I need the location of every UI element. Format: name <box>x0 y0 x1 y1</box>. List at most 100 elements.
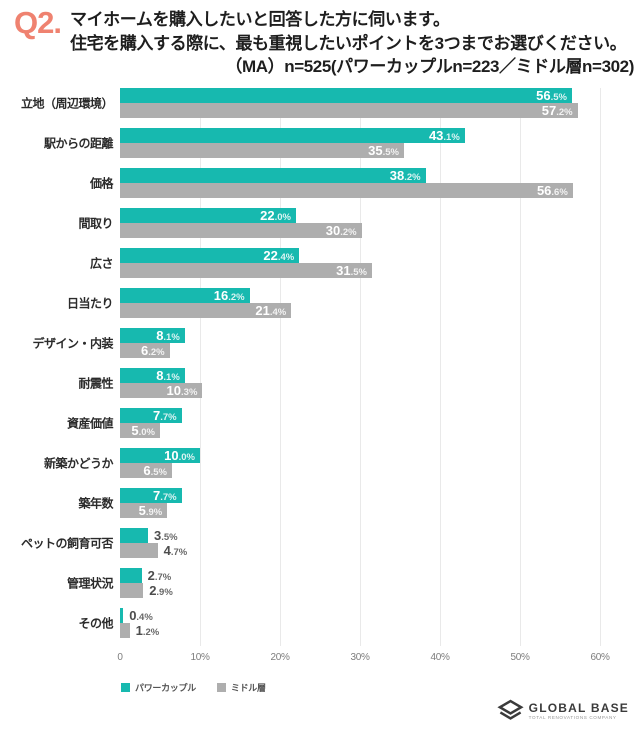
bar-track: 21.4% <box>120 303 600 318</box>
x-tick-label: 40% <box>430 652 450 663</box>
question-header: Q2. マイホームを購入したいと回答した方に伺います。 住宅を購入する際に、最も… <box>14 7 634 79</box>
value-label: 38.2% <box>389 167 421 183</box>
bar-power-couple: 38.2% <box>120 168 426 183</box>
legend-item-power-couple: パワーカップル <box>121 681 196 694</box>
legend-swatch-teal <box>121 683 130 692</box>
value-label: 31.5% <box>336 262 367 278</box>
bar-track: 3.5% <box>120 528 600 543</box>
bar-power-couple <box>120 528 148 543</box>
chart-row: 価格 38.2% 56.6% <box>90 168 600 198</box>
value-label: 21.4% <box>255 302 287 318</box>
bar-track: 1.2% <box>120 623 600 638</box>
bar-power-couple: 8.1% <box>120 368 185 383</box>
category-label: その他 <box>78 616 113 631</box>
bar-middle-class: 56.6% <box>120 183 573 198</box>
bar-middle-class: 57.2% <box>120 103 578 118</box>
chart-row: ペットの飼育可否 3.5% 4.7% <box>21 528 600 558</box>
chart-row: 間取り 22.0% 30.2% <box>78 208 600 238</box>
bar-track: 2.7% <box>120 568 600 583</box>
bar-power-couple: 43.1% <box>120 128 465 143</box>
bar-track: 43.1% <box>120 128 600 143</box>
bar-power-couple: 7.7% <box>120 408 182 423</box>
value-label: 2.9% <box>149 582 173 598</box>
value-label: 5.9% <box>138 502 163 518</box>
value-label: 6.2% <box>140 342 165 358</box>
bar-power-couple: 10.0% <box>120 448 200 463</box>
x-tick-label: 30% <box>350 652 370 663</box>
gridline <box>600 88 601 646</box>
value-label: 3.5% <box>154 527 178 543</box>
bar-track: 4.7% <box>120 543 600 558</box>
value-label: 5.0% <box>131 422 155 438</box>
gridline <box>440 88 441 646</box>
bar-chart: 立地（周辺環境） 56.5% 57.2% 駅からの距離 43.1% 35.5% 価格 38.2… <box>21 88 610 688</box>
bar-track: 5.9% <box>120 503 600 518</box>
legend-swatch-gray <box>216 683 226 692</box>
chart-row: 広さ 22.4% 31.5% <box>90 248 600 278</box>
question-title-block: マイホームを購入したいと回答した方に伺います。 住宅を購入する際に、最も重視した… <box>70 7 634 79</box>
bar-track: 56.6% <box>120 183 600 198</box>
value-label: 57.2% <box>541 102 573 118</box>
value-label: 22.0% <box>260 207 291 223</box>
question-number: Q2. <box>14 5 62 40</box>
bar-track: 16.2% <box>120 288 600 303</box>
category-label: 駅からの距離 <box>43 136 114 151</box>
bar-middle-class: 35.5% <box>120 143 404 158</box>
bar-middle-class: 5.0% <box>120 423 160 438</box>
value-label: 22.4% <box>263 247 295 263</box>
category-label: 広さ <box>89 256 114 271</box>
gridline <box>520 88 521 646</box>
chart-row: 駅からの距離 43.1% 35.5% <box>44 128 600 158</box>
legend-label: ミドル層 <box>230 683 266 693</box>
bar-track: 38.2% <box>120 168 600 183</box>
chart-row: 築年数 7.7% 5.9% <box>78 488 600 518</box>
bar-track: 2.9% <box>120 583 600 598</box>
bar-track: 10.3% <box>120 383 600 398</box>
legend-label: パワーカップル <box>135 683 196 693</box>
value-label: 0.4% <box>129 607 153 623</box>
bar-track: 7.7% <box>120 488 600 503</box>
bar-middle-class: 30.2% <box>120 223 362 238</box>
chart-row: 資産価値 7.7% 5.0% <box>67 408 600 438</box>
bar-power-couple <box>120 568 142 583</box>
bar-track: 22.0% <box>120 208 600 223</box>
bar-track: 5.0% <box>120 423 600 438</box>
bar-middle-class: 21.4% <box>120 302 292 318</box>
chart-row: 日当たり 16.2% 21.4% <box>67 288 600 318</box>
chart-gridlines <box>120 88 601 646</box>
bar-power-couple <box>120 608 124 623</box>
chart-row: デザイン・内装 8.1% 6.2% <box>32 328 600 358</box>
bar-track: 0.4% <box>120 608 600 623</box>
value-label: 43.1% <box>428 127 460 143</box>
sample-size-note: （MA）n=525(パワーカップルn=223／ミドル層n=302) <box>225 57 634 76</box>
bar-power-couple: 22.0% <box>120 208 296 223</box>
value-label: 7.7% <box>152 487 177 503</box>
bar-track: 35.5% <box>120 143 600 158</box>
value-label: 35.5% <box>368 142 399 158</box>
bar-track: 22.4% <box>120 248 600 263</box>
category-label: 立地（周辺環境） <box>20 96 114 111</box>
bar-middle-class <box>120 543 158 558</box>
bar-power-couple: 56.5% <box>120 88 572 103</box>
x-axis: 0 10% 20% 30% 40% 50% 60% <box>117 652 609 666</box>
bar-track: 8.1% <box>120 368 600 383</box>
bar-track: 8.1% <box>120 328 600 343</box>
category-label: 間取り <box>78 216 113 231</box>
logo-tagline: TOTAL RENOVATIONS COMPANY <box>528 715 617 721</box>
value-label: 56.5% <box>536 87 567 103</box>
chart-rows: 立地（周辺環境） 56.5% 57.2% 駅からの距離 43.1% 35.5% 価格 38.2… <box>21 88 600 638</box>
chart-legend: パワーカップル ミドル層 <box>121 681 266 694</box>
gridline <box>280 88 281 646</box>
category-label: デザイン・内装 <box>32 336 113 351</box>
bar-track: 56.5% <box>120 88 600 103</box>
bar-middle-class <box>120 623 130 638</box>
category-label: 資産価値 <box>66 416 114 431</box>
category-label: 管理状況 <box>66 576 114 591</box>
bar-middle-class: 31.5% <box>120 263 372 278</box>
gridline <box>360 88 361 646</box>
x-tick-label: 10% <box>190 652 210 663</box>
bar-power-couple: 22.4% <box>120 247 300 263</box>
chart-row: 管理状況 2.7% 2.9% <box>67 568 600 598</box>
layers-icon <box>497 698 524 725</box>
